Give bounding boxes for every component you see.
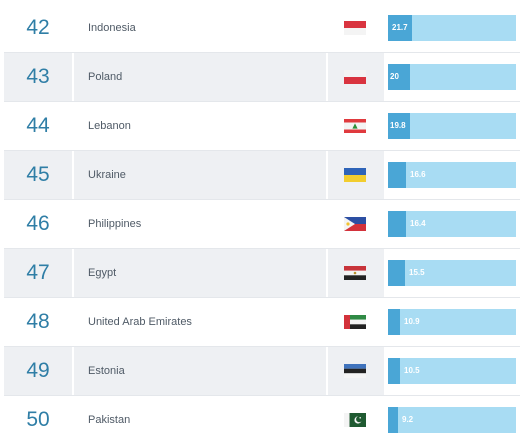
row-divider xyxy=(4,248,520,249)
value-bar-track: 20 xyxy=(388,64,516,90)
value-label: 21.7 xyxy=(392,23,408,32)
table-row[interactable]: 46 Philippines 16.4 xyxy=(4,200,520,249)
lebanon-flag-icon xyxy=(344,119,366,133)
value-bar-track: 16.4 xyxy=(388,211,516,237)
row-divider xyxy=(4,101,520,102)
country-name: Ukraine xyxy=(74,151,326,199)
value-label: 19.8 xyxy=(390,121,406,130)
rank-number: 50 xyxy=(26,408,50,431)
country-name: Indonesia xyxy=(88,22,136,34)
rank-number: 49 xyxy=(4,347,72,395)
row-divider xyxy=(4,346,520,347)
value-bar-cell: 19.8 xyxy=(386,102,520,150)
table-row[interactable]: 49 Estonia 10.5 xyxy=(4,347,520,396)
value-bar-fill xyxy=(388,260,405,286)
value-bar-cell: 9.2 xyxy=(386,396,520,438)
rank-number: 48 xyxy=(26,310,50,333)
value-bar-cell: 15.5 xyxy=(386,249,520,297)
uae-flag-icon xyxy=(344,315,366,329)
flag-cell xyxy=(328,4,384,52)
flag-cell xyxy=(328,53,384,101)
table-row[interactable]: 44 Lebanon 19.8 xyxy=(4,102,520,151)
table-row[interactable]: 50 Pakistan 9.2 xyxy=(4,396,520,438)
philippines-flag-icon xyxy=(344,217,366,231)
value-bar-cell: 10.5 xyxy=(386,347,520,395)
value-bar-cell: 21.7 xyxy=(386,4,520,52)
rank-number: 46 xyxy=(26,212,50,235)
value-bar-fill xyxy=(388,407,398,433)
flag-cell xyxy=(328,298,384,346)
country-name: Philippines xyxy=(88,218,142,230)
flag-cell xyxy=(328,151,384,199)
value-bar-cell: 16.6 xyxy=(386,151,520,199)
value-bar-fill xyxy=(388,15,412,41)
rank-number: 42 xyxy=(26,16,50,39)
value-bar-fill xyxy=(388,113,410,139)
value-label: 16.6 xyxy=(410,170,426,179)
flag-cell xyxy=(328,249,384,297)
value-label: 16.4 xyxy=(410,219,426,228)
row-divider xyxy=(4,297,520,298)
table-row[interactable]: 43 Poland 20 xyxy=(4,53,520,102)
value-bar-cell: 16.4 xyxy=(386,200,520,248)
country-name: Poland xyxy=(74,53,326,101)
value-bar-track: 21.7 xyxy=(388,15,516,41)
country-name: United Arab Emirates xyxy=(88,316,192,328)
flag-cell xyxy=(328,200,384,248)
rank-number: 47 xyxy=(4,249,72,297)
country-name: Egypt xyxy=(74,249,326,297)
value-bar-cell: 20 xyxy=(386,53,520,101)
value-bar-track: 9.2 xyxy=(388,407,516,433)
value-bar-track: 10.5 xyxy=(388,358,516,384)
rank-number: 43 xyxy=(4,53,72,101)
table-row[interactable]: 42 Indonesia 21.7 xyxy=(4,4,520,53)
row-divider xyxy=(4,395,520,396)
flag-cell xyxy=(328,347,384,395)
value-bar-track: 16.6 xyxy=(388,162,516,188)
flag-cell xyxy=(328,396,384,438)
row-divider xyxy=(4,199,520,200)
value-bar-fill xyxy=(388,211,406,237)
country-name: Pakistan xyxy=(88,414,131,426)
row-divider xyxy=(4,52,520,53)
value-bar-track: 15.5 xyxy=(388,260,516,286)
country-name: Lebanon xyxy=(88,120,131,132)
flag-cell xyxy=(328,102,384,150)
value-bar-track: 10.9 xyxy=(388,309,516,335)
value-bar-fill xyxy=(388,309,400,335)
estonia-flag-icon xyxy=(344,364,366,378)
country-name: Estonia xyxy=(74,347,326,395)
value-bar-fill xyxy=(388,64,410,90)
rank-number: 44 xyxy=(26,114,50,137)
table-row[interactable]: 47 Egypt 15.5 xyxy=(4,249,520,298)
value-label: 10.5 xyxy=(404,366,420,375)
value-bar-fill xyxy=(388,162,406,188)
poland-flag-icon xyxy=(344,70,366,84)
table-row[interactable]: 48 United Arab Emirates 10.9 xyxy=(4,298,520,347)
table-row[interactable]: 45 Ukraine 16.6 xyxy=(4,151,520,200)
value-label: 20 xyxy=(390,72,399,81)
value-bar-cell: 10.9 xyxy=(386,298,520,346)
value-bar-track: 19.8 xyxy=(388,113,516,139)
egypt-flag-icon xyxy=(344,266,366,280)
row-divider xyxy=(4,150,520,151)
pakistan-flag-icon xyxy=(344,413,366,427)
ukraine-flag-icon xyxy=(344,168,366,182)
rank-number: 45 xyxy=(4,151,72,199)
value-label: 9.2 xyxy=(402,415,414,424)
indonesia-flag-icon xyxy=(344,21,366,35)
value-label: 15.5 xyxy=(409,268,425,277)
value-label: 10.9 xyxy=(404,317,420,326)
value-bar-fill xyxy=(388,358,400,384)
